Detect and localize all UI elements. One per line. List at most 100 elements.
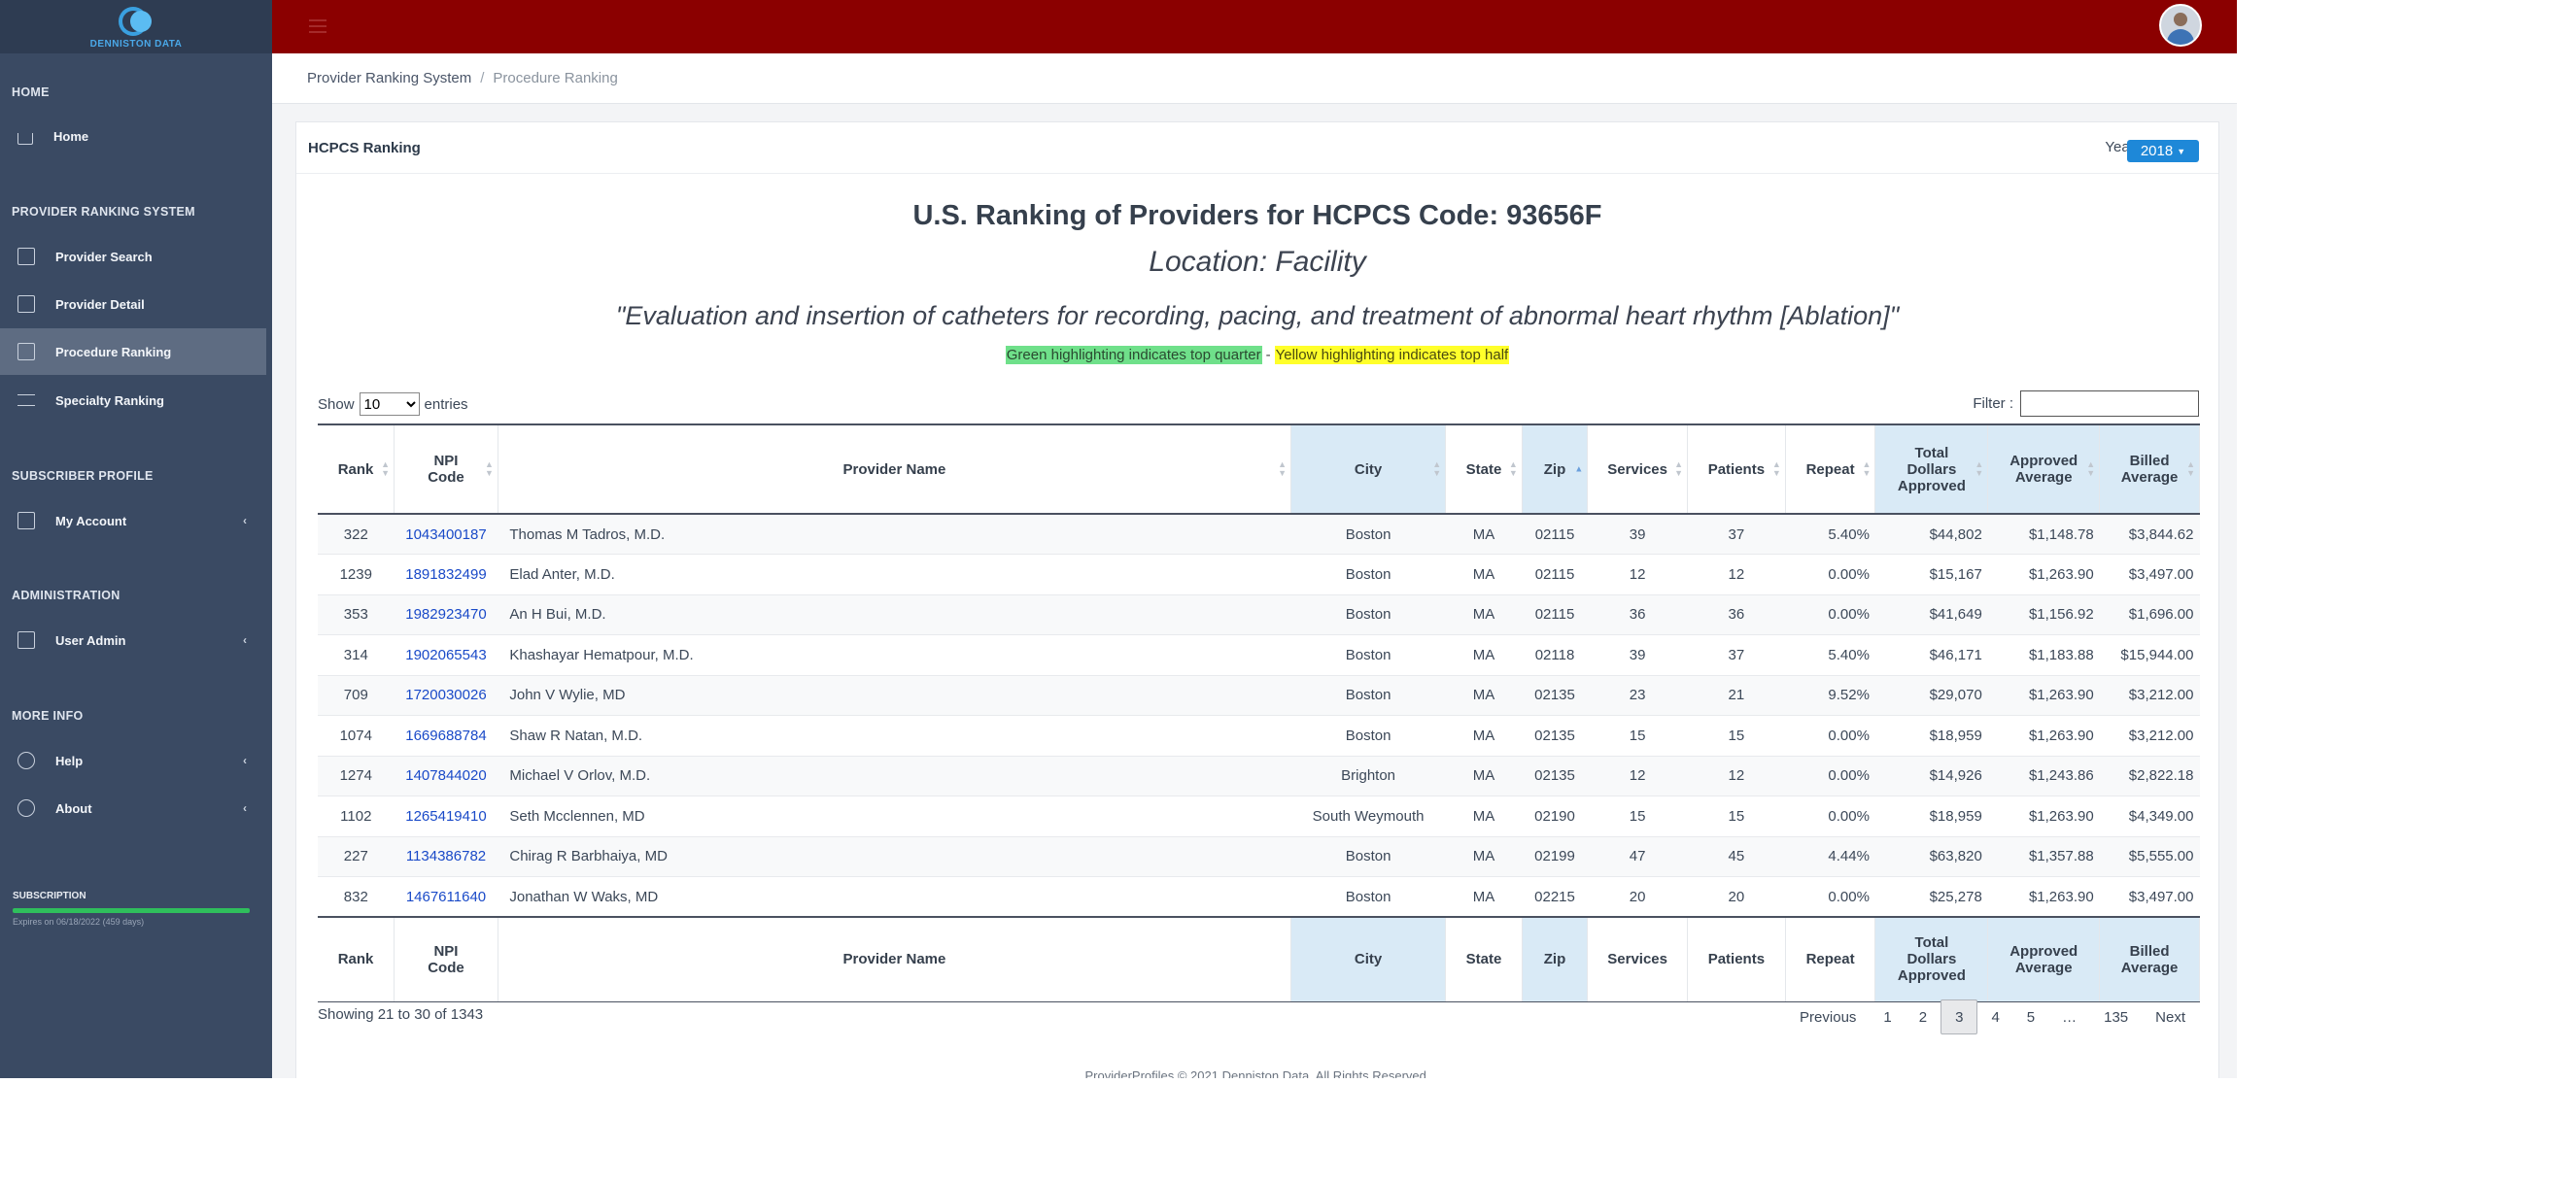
thumbs-up-icon [17, 343, 35, 360]
sidebar-item-label: Provider Search [55, 249, 153, 264]
logo-text: DENNISTON DATA [89, 38, 183, 50]
sidebar-item-provider-search[interactable]: Provider Search [0, 233, 266, 280]
chevron-left-icon: ‹ [243, 754, 247, 767]
pagination-page[interactable]: 135 [2104, 1008, 2129, 1026]
cell-npi[interactable]: 1982923470 [405, 606, 487, 624]
column-header-zip[interactable]: Zip ▲ [1522, 423, 1589, 515]
pagination-page[interactable]: 4 [1991, 1008, 2000, 1026]
cell-npi[interactable]: 1720030026 [405, 687, 487, 704]
search-icon [17, 799, 35, 817]
sidebar-item-home[interactable]: Home [0, 113, 266, 159]
cell-total-dollars: $29,070 [1929, 687, 1982, 704]
brand-logo[interactable]: DENNISTON DATA [0, 0, 272, 53]
cell-npi[interactable]: 1891832499 [405, 565, 487, 583]
cell-billed-average: $3,844.62 [2128, 525, 2194, 543]
cell-npi[interactable]: 1407844020 [405, 767, 487, 785]
cell-city: South Weymouth [1312, 807, 1425, 825]
cell-city: Boston [1345, 687, 1391, 704]
table-row: 322 1043400187 Thomas M Tadros, M.D. Boston… [318, 514, 2200, 555]
cell-state: MA [1472, 525, 1495, 543]
sidebar-item-label: Home [53, 128, 89, 144]
sidebar-item-about[interactable]: About ‹ [0, 785, 266, 831]
cell-rank: 314 [343, 646, 368, 663]
column-header-billed-average[interactable]: Billed Average ▲ ▼ [2099, 423, 2200, 515]
cell-zip: 02190 [1534, 807, 1575, 825]
breadcrumb-root[interactable]: Provider Ranking System [307, 70, 472, 86]
column-header-total-dollars[interactable]: Total Dollars Approved ▲ ▼ [1874, 423, 1989, 515]
breadcrumb-current: Procedure Ranking [493, 70, 618, 86]
cell-npi[interactable]: 1467611640 [405, 888, 487, 905]
cell-zip: 02215 [1534, 888, 1575, 905]
cell-services: 39 [1629, 525, 1646, 543]
pagination-previous[interactable]: Previous [1800, 1008, 1857, 1026]
cell-repeat: 0.00% [1828, 727, 1870, 744]
sidebar-item-procedure-ranking[interactable]: Procedure Ranking [0, 328, 266, 375]
cell-npi[interactable]: 1134386782 [405, 848, 487, 865]
cell-patients: 12 [1728, 565, 1745, 583]
cell-billed-average: $15,944.00 [2120, 646, 2194, 663]
pagination-page[interactable]: 2 [1918, 1008, 1928, 1026]
cell-city: Boston [1345, 646, 1391, 663]
cell-zip: 02115 [1534, 565, 1575, 583]
cell-city: Boston [1345, 727, 1391, 744]
footer-copyright: ProviderProfiles © 2021 Denniston Data. … [1084, 1068, 1430, 1078]
column-header-approved-average[interactable]: Approved Average ▲ ▼ [1987, 423, 2101, 515]
page-size-select[interactable]: 10 [359, 392, 420, 416]
sidebar-item-label: User Admin [55, 632, 126, 648]
footer-header-city: City [1290, 916, 1447, 1002]
pagination-page[interactable]: 5 [2026, 1008, 2036, 1026]
cell-npi[interactable]: 1043400187 [405, 525, 487, 543]
subscription-expiry: Expires on 06/18/2022 (459 days) [13, 917, 145, 927]
pagination-page[interactable]: 1 [1883, 1008, 1892, 1026]
cell-services: 15 [1629, 727, 1646, 744]
report-description: "Evaluation and insertion of catheters f… [615, 301, 1900, 330]
cell-repeat: 0.00% [1828, 565, 1870, 583]
show-label: Show [318, 395, 355, 413]
cell-provider: An H Bui, M.D. [509, 606, 606, 624]
cell-services: 47 [1629, 848, 1646, 865]
cell-approved-average: $1,263.90 [2028, 565, 2094, 583]
card-title: HCPCS Ranking [308, 140, 421, 156]
cell-city: Brighton [1341, 767, 1396, 785]
column-header-services[interactable]: Services ▲ ▼ [1587, 423, 1689, 515]
column-header-city[interactable]: City ▲ ▼ [1290, 423, 1447, 515]
cell-repeat: 5.40% [1828, 646, 1870, 663]
column-header-state[interactable]: State ▲ ▼ [1445, 423, 1523, 515]
cell-zip: 02118 [1534, 646, 1575, 663]
table-row: 353 1982923470 An H Bui, M.D. Boston MA 02115… [318, 594, 2200, 635]
cell-total-dollars: $18,959 [1929, 807, 1982, 825]
cell-npi[interactable]: 1902065543 [405, 646, 487, 663]
cell-total-dollars: $46,171 [1929, 646, 1982, 663]
user-avatar[interactable] [2159, 4, 2202, 47]
column-header-rank[interactable]: Rank ▲ ▼ [318, 423, 395, 515]
cell-npi[interactable]: 1265419410 [405, 807, 487, 825]
column-header-repeat[interactable]: Repeat ▲ ▼ [1785, 423, 1876, 515]
sidebar-item-user-admin[interactable]: User Admin ‹ [0, 617, 266, 663]
column-header-provider[interactable]: Provider Name ▲ ▼ [498, 423, 1291, 515]
cell-provider: Chirag R Barbhaiya, MD [509, 848, 668, 865]
column-header-npi[interactable]: NPI Code ▲ ▼ [394, 423, 498, 515]
menu-toggle-icon[interactable] [309, 19, 326, 33]
cell-repeat: 0.00% [1828, 888, 1870, 905]
sidebar-item-help[interactable]: Help ‹ [0, 737, 266, 784]
document-icon [17, 248, 35, 265]
column-header-patients[interactable]: Patients ▲ ▼ [1687, 423, 1786, 515]
cell-rank: 1102 [340, 807, 372, 825]
filter-label: Filter : [1973, 395, 2013, 412]
sidebar-item-provider-detail[interactable]: Provider Detail [0, 281, 266, 327]
cell-npi[interactable]: 1669688784 [405, 727, 487, 744]
cell-patients: 45 [1728, 848, 1745, 865]
year-dropdown[interactable]: 2018 ▼ [2127, 140, 2199, 162]
cell-total-dollars: $18,959 [1929, 727, 1982, 744]
pagination-page-current[interactable]: 3 [1941, 999, 1978, 1034]
pagination-next[interactable]: Next [2155, 1008, 2185, 1026]
cell-provider: Seth Mcclennen, MD [509, 807, 645, 825]
footer-header-repeat: Repeat [1785, 916, 1876, 1002]
sidebar-item-my-account[interactable]: My Account ‹ [0, 497, 266, 544]
entries-label: entries [424, 395, 468, 413]
filter-input[interactable] [2020, 390, 2199, 417]
cell-rank: 1239 [339, 565, 372, 583]
cell-repeat: 9.52% [1828, 687, 1870, 704]
sidebar-item-specialty-ranking[interactable]: Specialty Ranking [0, 377, 266, 423]
cell-repeat: 0.00% [1828, 606, 1870, 624]
